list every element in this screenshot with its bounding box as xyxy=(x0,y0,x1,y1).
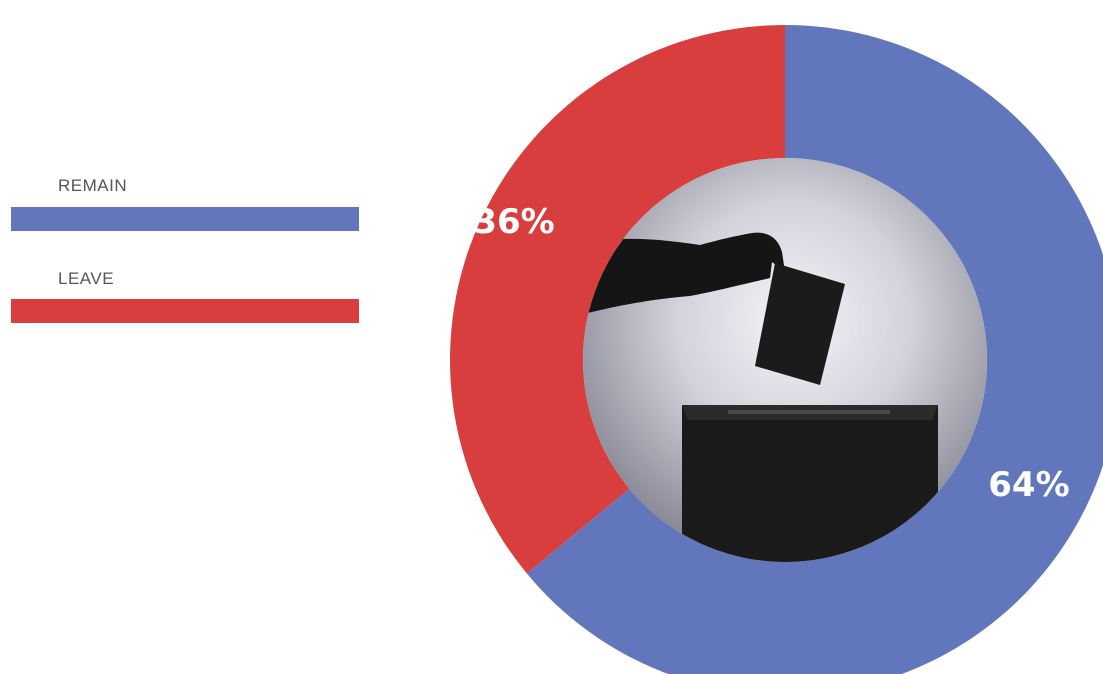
ballot-box-silhouette-icon xyxy=(583,158,987,562)
legend-swatch-remain xyxy=(11,207,359,231)
ballot-paper xyxy=(755,263,845,385)
donut-slices xyxy=(450,25,1103,674)
legend-label-leave: LEAVE xyxy=(58,269,115,288)
ballot-box-slot xyxy=(728,410,890,414)
hand-silhouette xyxy=(583,232,785,320)
data-label-remain: 64% xyxy=(988,465,1069,505)
legend-swatch-leave xyxy=(11,299,359,323)
donut-data-labels: 64% 36% xyxy=(473,202,1069,505)
pie-slice-remain xyxy=(526,25,1103,674)
chart-legend: REMAIN LEAVE xyxy=(0,0,380,674)
pie-slice-leave xyxy=(450,25,785,574)
data-label-leave: 36% xyxy=(473,202,554,242)
legend-label-remain: REMAIN xyxy=(58,176,128,195)
